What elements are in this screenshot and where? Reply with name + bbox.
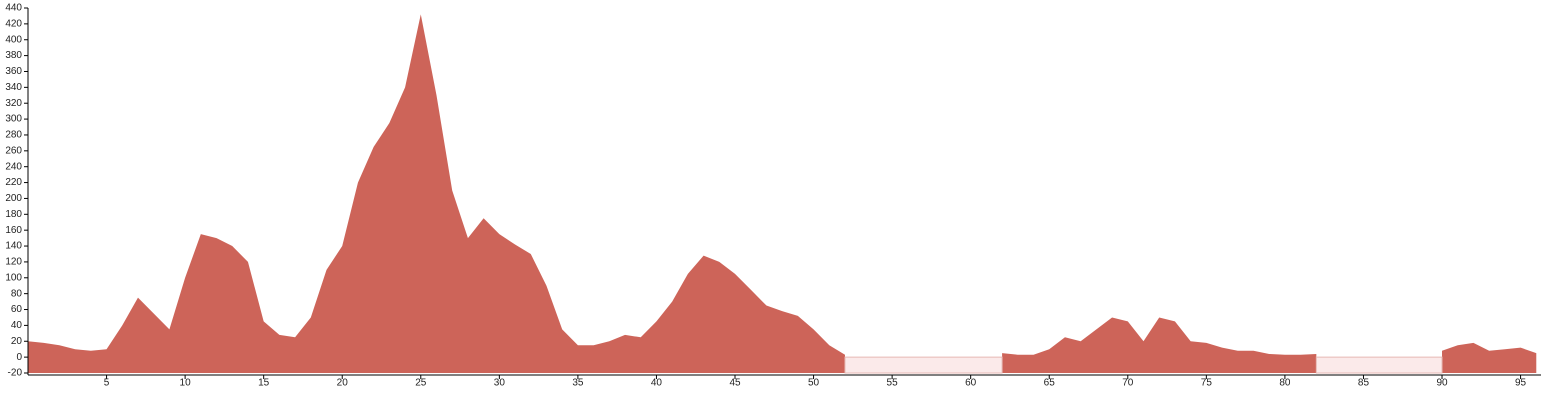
x-tick-label: 25 [415, 378, 427, 389]
y-tick-label: 60 [11, 304, 23, 315]
y-tick-label: -20 [8, 368, 23, 379]
elevation-area [28, 14, 1537, 373]
y-tick-label: 180 [5, 209, 22, 220]
x-tick-label: 70 [1122, 378, 1134, 389]
x-tick-label: 85 [1358, 378, 1370, 389]
y-tick-label: 100 [5, 272, 22, 283]
y-tick-label: 260 [5, 145, 22, 156]
x-tick-label: 60 [965, 378, 977, 389]
y-tick-label: 140 [5, 241, 22, 252]
y-tick-label: 320 [5, 98, 22, 109]
x-tick-label: 55 [887, 378, 899, 389]
y-tick-label: 220 [5, 177, 22, 188]
x-tick-label: 20 [337, 378, 349, 389]
y-tick-label: 200 [5, 193, 22, 204]
x-tick-label: 45 [729, 378, 741, 389]
x-tick-label: 30 [494, 378, 506, 389]
y-tick-label: 240 [5, 161, 22, 172]
y-tick-label: 40 [11, 320, 23, 331]
y-tick-label: 440 [5, 3, 22, 14]
y-tick-label: 120 [5, 257, 22, 268]
x-tick-label: 65 [1044, 378, 1056, 389]
x-tick-label: 90 [1436, 378, 1448, 389]
y-tick-label: 80 [11, 288, 23, 299]
x-tick-label: 5 [104, 378, 110, 389]
x-tick-label: 40 [651, 378, 663, 389]
x-tick-label: 75 [1201, 378, 1213, 389]
x-tick-label: 10 [180, 378, 192, 389]
x-tick-label: 95 [1515, 378, 1527, 389]
y-tick-label: 360 [5, 66, 22, 77]
y-tick-label: 280 [5, 130, 22, 141]
x-tick-label: 80 [1279, 378, 1291, 389]
x-tick-label: 15 [258, 378, 270, 389]
y-tick-label: 300 [5, 114, 22, 125]
elevation-area [844, 356, 1443, 374]
y-tick-label: 160 [5, 225, 22, 236]
x-tick-label: 35 [572, 378, 584, 389]
y-tick-label: 400 [5, 34, 22, 45]
y-tick-label: 380 [5, 50, 22, 61]
x-tick-label: 50 [808, 378, 820, 389]
y-tick-label: 420 [5, 19, 22, 30]
y-tick-label: 20 [11, 336, 23, 347]
y-tick-label: 0 [16, 352, 22, 363]
y-tick-label: 340 [5, 82, 22, 93]
